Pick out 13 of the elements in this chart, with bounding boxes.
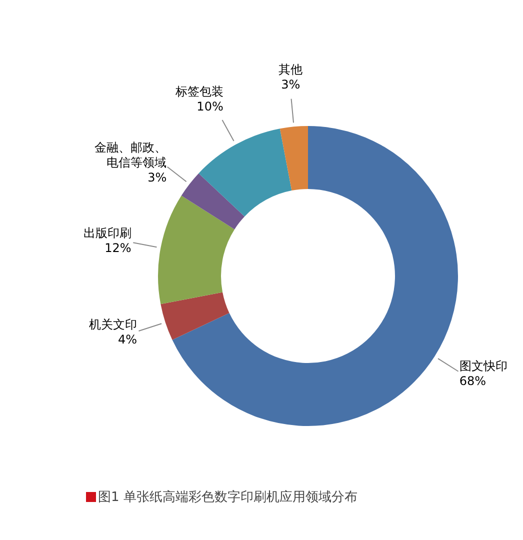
data-label: 12% [104, 241, 132, 256]
slice-label: 图文快印 [459, 359, 508, 374]
data-label: 4% [118, 332, 138, 346]
data-label: 68% [459, 374, 486, 388]
caption: 图1 单张纸高端彩色数字印刷机应用领域分布 [98, 489, 358, 506]
slice-label: 出版印刷 [83, 226, 132, 240]
slice-label: 其他 [278, 62, 303, 76]
data-label: 3% [148, 170, 167, 184]
data-label: 3% [281, 77, 300, 92]
slice-label: 标签包装 [174, 84, 224, 98]
slice-label: 机关文印 [89, 317, 138, 332]
data-label: 10% [196, 99, 224, 114]
slice-label: 金融、邮政、电信等领域 [94, 140, 167, 170]
